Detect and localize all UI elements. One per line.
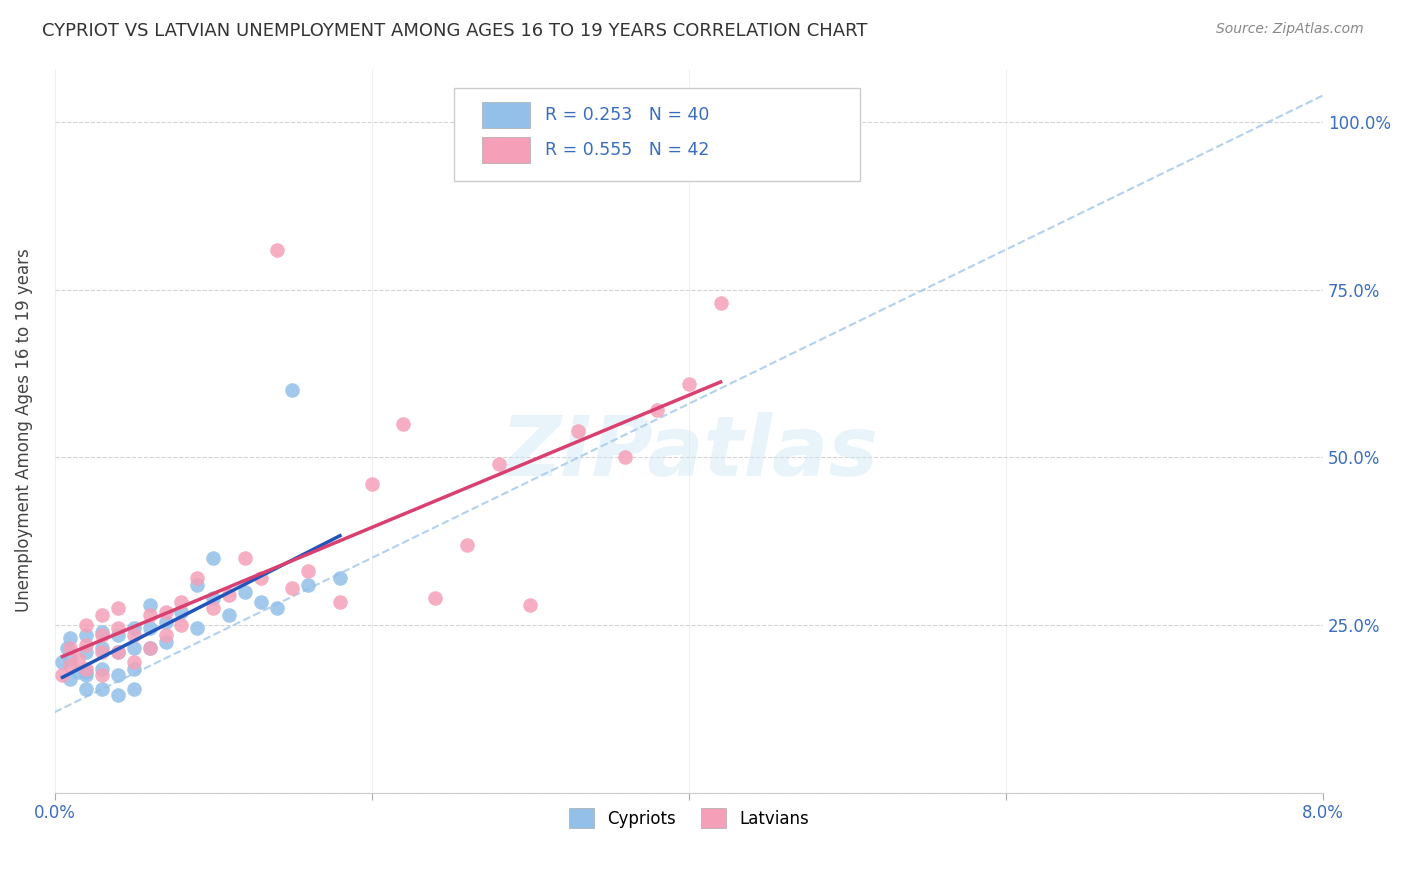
- Point: [75, 681, 97, 696]
- Point: [59, 632, 82, 646]
- Text: R = 0.555   N = 42: R = 0.555 N = 42: [546, 141, 710, 160]
- Point: [218, 607, 240, 622]
- Point: [75, 638, 97, 652]
- Point: [138, 641, 160, 656]
- Point: [233, 584, 256, 599]
- Point: [51, 655, 73, 669]
- Point: [155, 615, 177, 629]
- Point: [614, 450, 637, 465]
- Point: [170, 618, 193, 632]
- Point: [519, 598, 541, 612]
- Point: [297, 565, 319, 579]
- Point: [709, 296, 731, 310]
- Point: [266, 243, 288, 257]
- Point: [155, 634, 177, 648]
- Point: [107, 645, 129, 659]
- Text: CYPRIOT VS LATVIAN UNEMPLOYMENT AMONG AGES 16 TO 19 YEARS CORRELATION CHART: CYPRIOT VS LATVIAN UNEMPLOYMENT AMONG AG…: [42, 22, 868, 40]
- Point: [138, 598, 160, 612]
- Point: [329, 594, 352, 608]
- FancyBboxPatch shape: [482, 137, 530, 163]
- Point: [91, 607, 114, 622]
- Point: [155, 605, 177, 619]
- Point: [107, 628, 129, 642]
- Point: [56, 641, 79, 656]
- Point: [138, 607, 160, 622]
- Point: [233, 551, 256, 566]
- Point: [122, 655, 145, 669]
- Point: [170, 605, 193, 619]
- Point: [488, 457, 510, 471]
- Point: [67, 651, 90, 665]
- Point: [107, 621, 129, 635]
- Point: [186, 571, 208, 585]
- Point: [75, 618, 97, 632]
- Point: [91, 641, 114, 656]
- Point: [297, 578, 319, 592]
- Point: [107, 645, 129, 659]
- Text: R = 0.253   N = 40: R = 0.253 N = 40: [546, 106, 710, 124]
- Point: [266, 601, 288, 615]
- Point: [75, 662, 97, 676]
- Point: [281, 581, 304, 595]
- Point: [91, 662, 114, 676]
- Point: [202, 591, 225, 606]
- Point: [423, 591, 446, 606]
- Text: Source: ZipAtlas.com: Source: ZipAtlas.com: [1216, 22, 1364, 37]
- Point: [360, 477, 382, 491]
- Point: [122, 628, 145, 642]
- Text: ZIPatlas: ZIPatlas: [501, 412, 877, 492]
- Point: [155, 628, 177, 642]
- Point: [281, 384, 304, 398]
- Point: [51, 668, 73, 682]
- Point: [67, 665, 90, 679]
- Point: [75, 668, 97, 682]
- Point: [122, 681, 145, 696]
- Point: [59, 651, 82, 665]
- Point: [567, 424, 589, 438]
- Point: [75, 628, 97, 642]
- Point: [170, 594, 193, 608]
- Point: [456, 538, 478, 552]
- Point: [91, 681, 114, 696]
- Point: [249, 571, 271, 585]
- Point: [91, 624, 114, 639]
- FancyBboxPatch shape: [454, 88, 860, 181]
- Point: [91, 668, 114, 682]
- Point: [329, 571, 352, 585]
- Point: [59, 641, 82, 656]
- Point: [59, 672, 82, 686]
- Point: [59, 658, 82, 673]
- FancyBboxPatch shape: [482, 102, 530, 128]
- Point: [107, 689, 129, 703]
- Point: [645, 403, 668, 417]
- Point: [392, 417, 415, 431]
- Point: [75, 665, 97, 679]
- Point: [122, 662, 145, 676]
- Point: [122, 641, 145, 656]
- Point: [678, 376, 700, 391]
- Point: [218, 588, 240, 602]
- Point: [107, 668, 129, 682]
- Legend: Cypriots, Latvians: Cypriots, Latvians: [562, 801, 815, 835]
- Point: [249, 594, 271, 608]
- Point: [202, 601, 225, 615]
- Point: [138, 641, 160, 656]
- Point: [202, 551, 225, 566]
- Point: [122, 621, 145, 635]
- Point: [91, 628, 114, 642]
- Point: [138, 621, 160, 635]
- Point: [91, 645, 114, 659]
- Y-axis label: Unemployment Among Ages 16 to 19 years: Unemployment Among Ages 16 to 19 years: [15, 249, 32, 613]
- Point: [186, 621, 208, 635]
- Point: [107, 601, 129, 615]
- Point: [75, 645, 97, 659]
- Point: [186, 578, 208, 592]
